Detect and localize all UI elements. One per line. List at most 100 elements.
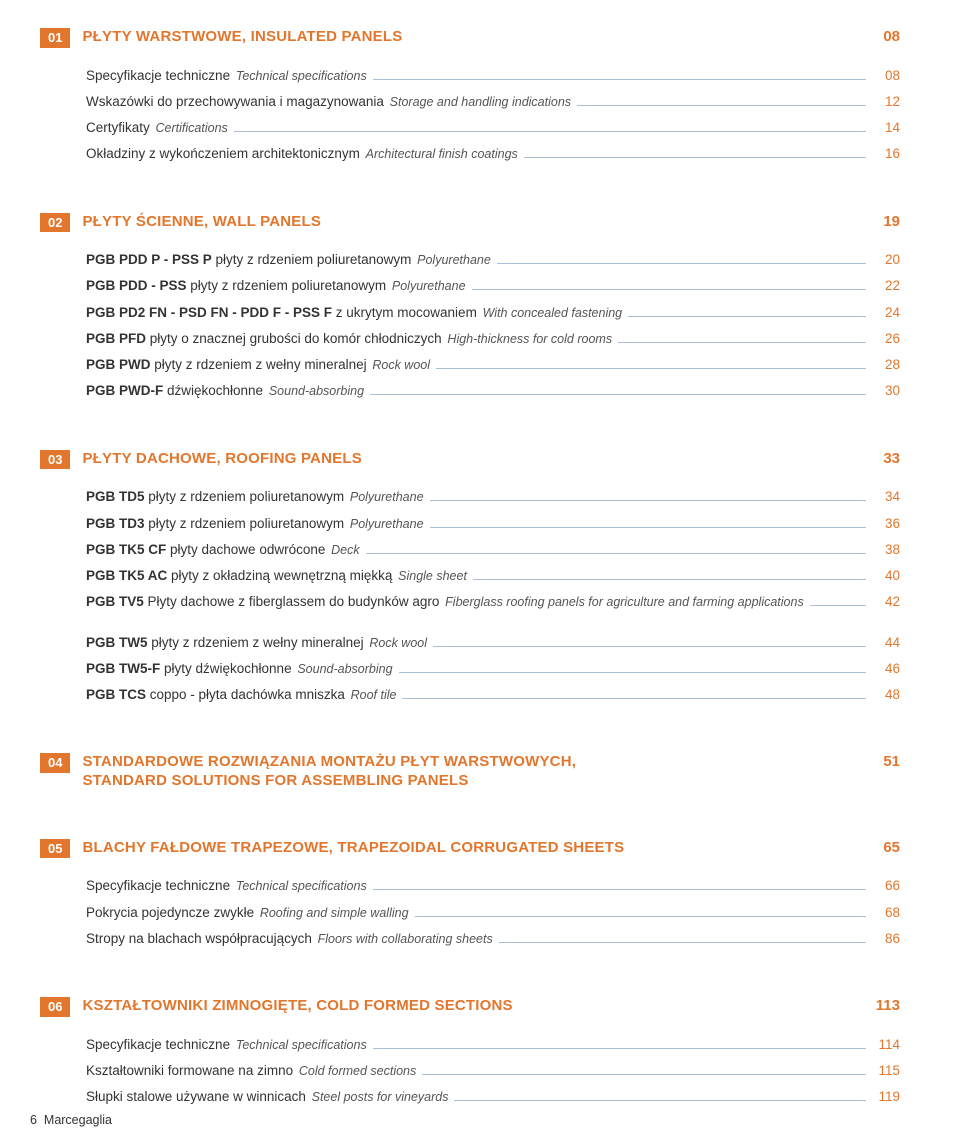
section-items: Specyfikacje techniczne Technical specif… [86,1035,900,1108]
toc-leader [499,942,866,943]
toc-row-text: Stropy na blachach współpracujących [86,931,316,946]
toc-row-italic: Technical specifications [236,1038,367,1052]
subgroup-gap [86,619,900,633]
toc-row-bold: PGB TK5 CF [86,542,166,557]
section-title-wrap: KSZTAŁTOWNIKI ZIMNOGIĘTE, COLD FORMED SE… [82,997,900,1016]
toc-leader [454,1100,866,1101]
toc-row: Słupki stalowe używane w winnicach Steel… [86,1087,900,1107]
toc-row-italic: Sound-absorbing [269,384,364,398]
toc-leader [497,263,866,264]
toc-row-bold: PGB TD3 [86,516,145,531]
toc-row-italic: Storage and handling indications [390,95,571,109]
section-number-badge: 05 [40,839,70,859]
section-header: 02PŁYTY ŚCIENNE, WALL PANELS19 [40,213,900,233]
toc-row-label: Wskazówki do przechowywania i magazynowa… [86,92,571,112]
toc-section: 04STANDARDOWE ROZWIĄZANIA MONTAŻU PŁYT W… [40,753,900,791]
toc-leader [399,672,866,673]
toc-row-text: Specyfikacje techniczne [86,1037,234,1052]
toc-row-label: Stropy na blachach współpracujących Floo… [86,929,493,949]
toc-row-italic: Deck [331,543,359,557]
toc-leader [402,698,866,699]
toc-section: 02PŁYTY ŚCIENNE, WALL PANELS19 PGB PDD P … [40,213,900,402]
toc-leader [415,916,866,917]
toc-row: PGB PWD płyty z rdzeniem z wełny mineral… [86,355,900,375]
section-items: PGB TD5 płyty z rdzeniem poliuretanowym … [86,487,900,705]
toc-row-italic: Polyurethane [350,517,424,531]
footer-page-number: 6 [30,1113,37,1127]
toc-row: PGB TW5 płyty z rdzeniem z wełny mineral… [86,633,900,653]
toc-leader [373,79,866,80]
section-page: 19 [883,213,900,230]
toc-row-page: 08 [872,66,900,86]
toc-row: PGB PDD P - PSS P płyty z rdzeniem poliu… [86,250,900,270]
toc-row-page: 46 [872,659,900,679]
toc-row-page: 44 [872,633,900,653]
page-footer: 6 Marcegaglia [30,1113,112,1127]
toc-row-bold: PGB TD5 [86,489,145,504]
toc-row-page: 28 [872,355,900,375]
toc-row-bold: PGB PWD-F [86,383,163,398]
toc-leader [473,579,866,580]
toc-row-text: płyty o znacznej grubości do komór chłod… [146,331,445,346]
toc-leader [628,316,866,317]
section-title: PŁYTY WARSTWOWE, INSULATED PANELS [82,28,402,47]
toc-row-italic: Technical specifications [236,879,367,893]
section-page: 51 [883,753,900,770]
toc-row: PGB PFD płyty o znacznej grubości do kom… [86,329,900,349]
toc-row-label: PGB PD2 FN - PSD FN - PDD F - PSS F z uk… [86,303,622,323]
toc-row-bold: PGB PD2 FN - PSD FN - PDD F - PSS F [86,305,332,320]
section-title-wrap: PŁYTY DACHOWE, ROOFING PANELS 33 [82,450,900,469]
toc-leader [436,368,866,369]
section-page: 65 [883,839,900,856]
toc-row-page: 26 [872,329,900,349]
toc-row-label: PGB PWD-F dźwiękochłonne Sound-absorbing [86,381,364,401]
section-page: 113 [876,997,900,1014]
toc-row-page: 66 [872,876,900,896]
section-header: 04STANDARDOWE ROZWIĄZANIA MONTAŻU PŁYT W… [40,753,900,791]
toc-row-italic: Rock wool [369,636,427,650]
toc-row-page: 12 [872,92,900,112]
toc-row-italic: Certifications [156,121,228,135]
toc-row-label: Specyfikacje techniczne Technical specif… [86,876,367,896]
toc-row-bold: PGB TV5 [86,594,144,609]
toc-row: PGB TV5 Płyty dachowe z fiberglassem do … [86,592,900,612]
section-page: 08 [883,28,900,45]
toc-row-label: Specyfikacje techniczne Technical specif… [86,1035,367,1055]
toc-leader [430,500,866,501]
toc-row-page: 119 [872,1087,900,1107]
toc-row-page: 38 [872,540,900,560]
toc-row: PGB TK5 AC płyty z okładziną wewnętrzną … [86,566,900,586]
toc-section: 05BLACHY FAŁDOWE TRAPEZOWE, TRAPEZOIDAL … [40,839,900,949]
toc-row-text: dźwiękochłonne [163,383,267,398]
toc-row: Specyfikacje techniczne Technical specif… [86,876,900,896]
toc-row-bold: PGB PDD - PSS [86,278,187,293]
section-number-badge: 04 [40,753,70,773]
toc-leader [366,553,866,554]
toc-row-text: płyty z rdzeniem poliuretanowym [187,278,390,293]
toc-row-page: 42 [872,592,900,612]
toc-row-page: 86 [872,929,900,949]
toc-row: PGB TD3 płyty z rdzeniem poliuretanowym … [86,514,900,534]
toc-row-page: 40 [872,566,900,586]
toc-row-italic: High-thickness for cold rooms [447,332,612,346]
toc-row-italic: Polyurethane [417,253,491,267]
toc-row-page: 36 [872,514,900,534]
toc-row-page: 68 [872,903,900,923]
toc-row-italic: With concealed fastening [483,306,623,320]
toc-section: 03 PŁYTY DACHOWE, ROOFING PANELS 33 PGB TD5… [40,450,900,706]
section-header: 06KSZTAŁTOWNIKI ZIMNOGIĘTE, COLD FORMED … [40,997,900,1017]
toc-row: PGB PD2 FN - PSD FN - PDD F - PSS F z uk… [86,303,900,323]
toc-row: Wskazówki do przechowywania i magazynowa… [86,92,900,112]
toc-row-bold: PGB TW5 [86,635,148,650]
section-page: 33 [883,450,900,467]
toc-row-text: płyty z okładziną wewnętrzną miękką [167,568,396,583]
toc-row-bold: PGB TW5-F [86,661,160,676]
toc-row-label: Kształtowniki formowane na zimno Cold fo… [86,1061,416,1081]
section-title: PŁYTY DACHOWE, ROOFING PANELS [82,450,361,469]
section-header: 01PŁYTY WARSTWOWE, INSULATED PANELS08 [40,28,900,48]
toc-row-label: PGB PFD płyty o znacznej grubości do kom… [86,329,612,349]
section-header: 03 PŁYTY DACHOWE, ROOFING PANELS 33 [40,450,900,470]
section-number-badge: 03 [40,450,70,470]
toc-leader [370,394,866,395]
toc-row-bold: PGB TK5 AC [86,568,167,583]
